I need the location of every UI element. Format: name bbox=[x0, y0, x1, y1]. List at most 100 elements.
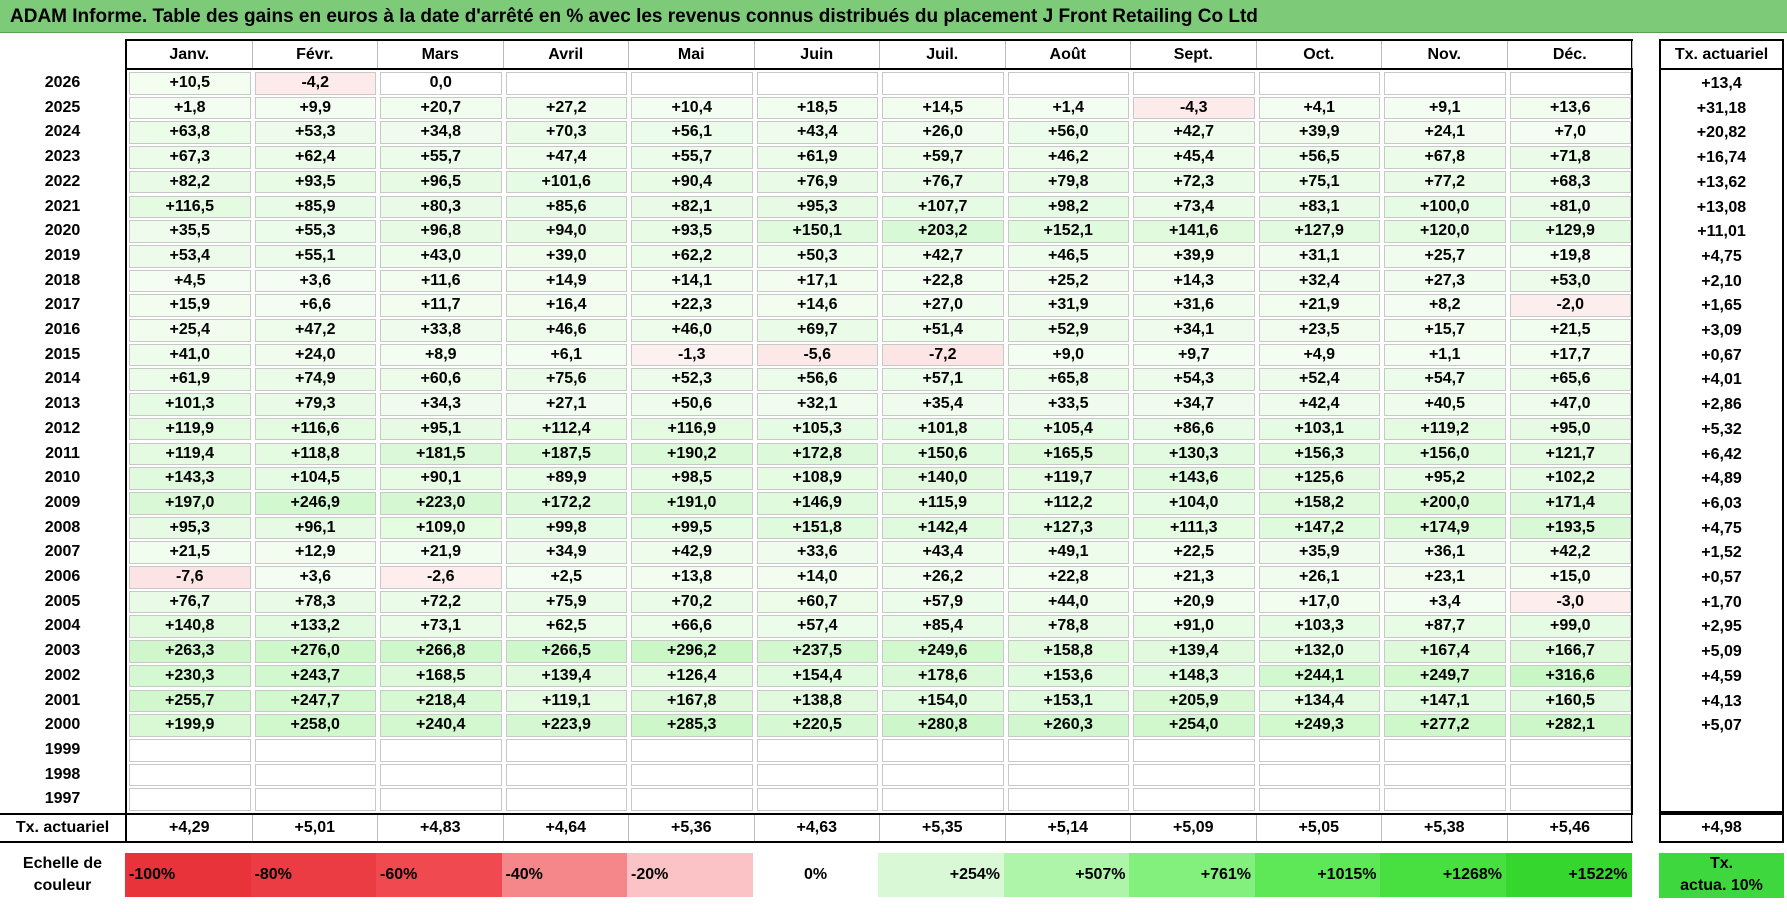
gains-table: +10,5 -4,2 0,0 +1,8 +9,9 +20,7 +27,2 +10,4 +18,5… bbox=[125, 70, 1633, 813]
table-cell: +62,5 bbox=[505, 615, 627, 639]
table-cell: +53,0 bbox=[1509, 269, 1631, 293]
table-cell: +6,1 bbox=[505, 343, 627, 367]
table-cell: +205,9 bbox=[1133, 689, 1255, 713]
tx-actuariel-cell: +6,03 bbox=[1701, 494, 1742, 512]
table-cell: +153,1 bbox=[1007, 689, 1129, 713]
table-cell: +82,1 bbox=[631, 195, 753, 219]
table-cell: +33,8 bbox=[380, 319, 502, 342]
table-cell bbox=[380, 763, 502, 787]
tx-actuariel-cell: +16,74 bbox=[1696, 149, 1747, 167]
footer-cell: +5,05 bbox=[1257, 815, 1382, 841]
table-cell: +100,0 bbox=[1384, 195, 1506, 219]
tx-actuariel-cell: +1,65 bbox=[1701, 297, 1742, 315]
table-cell: +56,1 bbox=[631, 121, 753, 145]
table-cell: +93,5 bbox=[631, 220, 753, 243]
table-cell bbox=[756, 738, 878, 762]
table-cell: +143,3 bbox=[129, 467, 251, 490]
table-cell: +3,6 bbox=[254, 566, 376, 589]
table-cell: +75,1 bbox=[1258, 170, 1380, 194]
tx-actuariel-cell: +20,82 bbox=[1696, 124, 1747, 142]
table-cell: +67,8 bbox=[1384, 146, 1506, 169]
table-cell: +72,3 bbox=[1133, 170, 1255, 194]
table-cell: +116,5 bbox=[129, 195, 251, 219]
year-label: 2026 bbox=[44, 74, 81, 91]
month-header-10: Oct. bbox=[1257, 41, 1382, 68]
year-label: 2004 bbox=[44, 617, 81, 635]
table-cell: +17,1 bbox=[756, 269, 878, 293]
table-cell: +16,4 bbox=[505, 294, 627, 317]
color-scale-step: +507% bbox=[1003, 853, 1130, 897]
table-cell bbox=[1509, 788, 1631, 811]
table-cell: +148,3 bbox=[1133, 664, 1255, 688]
table-cell bbox=[1258, 763, 1380, 787]
year-label: 2010 bbox=[44, 469, 81, 487]
table-cell: +54,3 bbox=[1133, 368, 1255, 392]
table-cell: +73,4 bbox=[1133, 195, 1255, 219]
legend-tx-line1: Tx. bbox=[1709, 855, 1734, 872]
table-cell: +61,9 bbox=[129, 368, 251, 392]
table-cell: +34,9 bbox=[505, 541, 627, 564]
table-cell bbox=[882, 738, 1004, 762]
table-cell: +49,1 bbox=[1007, 541, 1129, 564]
table-cell: +85,6 bbox=[505, 195, 627, 219]
year-label: 2022 bbox=[44, 172, 81, 190]
table-cell: +277,2 bbox=[1384, 714, 1506, 737]
table-cell: +230,3 bbox=[129, 664, 251, 688]
table-cell: +187,5 bbox=[505, 442, 627, 466]
footer-cell: +4,63 bbox=[755, 815, 880, 841]
table-cell: +139,4 bbox=[505, 664, 627, 688]
table-cell: +70,2 bbox=[631, 590, 753, 614]
table-cell bbox=[882, 72, 1004, 95]
table-cell: +127,3 bbox=[1007, 516, 1129, 540]
table-cell bbox=[1007, 763, 1129, 787]
table-cell: +296,2 bbox=[631, 640, 753, 663]
table-cell: +31,9 bbox=[1007, 294, 1129, 317]
table-cell: +115,9 bbox=[882, 491, 1004, 515]
year-label: 2007 bbox=[44, 543, 81, 561]
table-cell: +93,5 bbox=[254, 170, 376, 194]
table-cell: +61,9 bbox=[756, 146, 878, 169]
table-cell: +21,3 bbox=[1133, 566, 1255, 589]
table-cell: +46,6 bbox=[505, 319, 627, 342]
table-cell: +33,6 bbox=[756, 541, 878, 564]
table-cell: +127,9 bbox=[1258, 220, 1380, 243]
table-cell: +36,1 bbox=[1384, 541, 1506, 564]
table-cell: +23,5 bbox=[1258, 319, 1380, 342]
table-cell: +138,8 bbox=[756, 689, 878, 713]
table-cell: +75,6 bbox=[505, 368, 627, 392]
table-cell: +142,4 bbox=[882, 516, 1004, 540]
table-cell: +35,5 bbox=[129, 220, 251, 243]
table-cell: +7,0 bbox=[1509, 121, 1631, 145]
table-cell: +15,7 bbox=[1384, 319, 1506, 342]
table-cell: +95,2 bbox=[1384, 467, 1506, 490]
table-cell: +32,1 bbox=[756, 393, 878, 416]
table-cell: +14,3 bbox=[1133, 269, 1255, 293]
table-cell: +121,7 bbox=[1509, 442, 1631, 466]
table-cell: +42,2 bbox=[1509, 541, 1631, 564]
table-cell: +9,1 bbox=[1384, 96, 1506, 120]
table-cell: +101,8 bbox=[882, 417, 1004, 441]
table-cell: +13,8 bbox=[631, 566, 753, 589]
table-cell: +203,2 bbox=[882, 220, 1004, 243]
table-cell: +74,9 bbox=[254, 368, 376, 392]
table-cell: +40,5 bbox=[1384, 393, 1506, 416]
table-cell: +52,4 bbox=[1258, 368, 1380, 392]
month-header-8: Août bbox=[1006, 41, 1131, 68]
table-cell bbox=[129, 738, 251, 762]
table-cell: +70,3 bbox=[505, 121, 627, 145]
table-cell bbox=[505, 72, 627, 95]
month-header-row: Janv. Févr. Mars Avril Mai Juin Juil. Août Sept.… bbox=[125, 39, 1633, 70]
table-cell: +14,0 bbox=[756, 566, 878, 589]
table-cell: +17,0 bbox=[1258, 590, 1380, 614]
table-cell: +12,9 bbox=[254, 541, 376, 564]
table-cell: -4,3 bbox=[1133, 96, 1255, 120]
tx-actuariel-header: Tx. actuariel bbox=[1661, 41, 1782, 70]
table-cell bbox=[1133, 788, 1255, 811]
table-cell: +160,5 bbox=[1509, 689, 1631, 713]
table-cell: +87,7 bbox=[1384, 615, 1506, 639]
table-cell: +63,8 bbox=[129, 121, 251, 145]
table-cell bbox=[380, 788, 502, 811]
table-cell: +27,2 bbox=[505, 96, 627, 120]
table-cell: +77,2 bbox=[1384, 170, 1506, 194]
table-cell: +27,3 bbox=[1384, 269, 1506, 293]
